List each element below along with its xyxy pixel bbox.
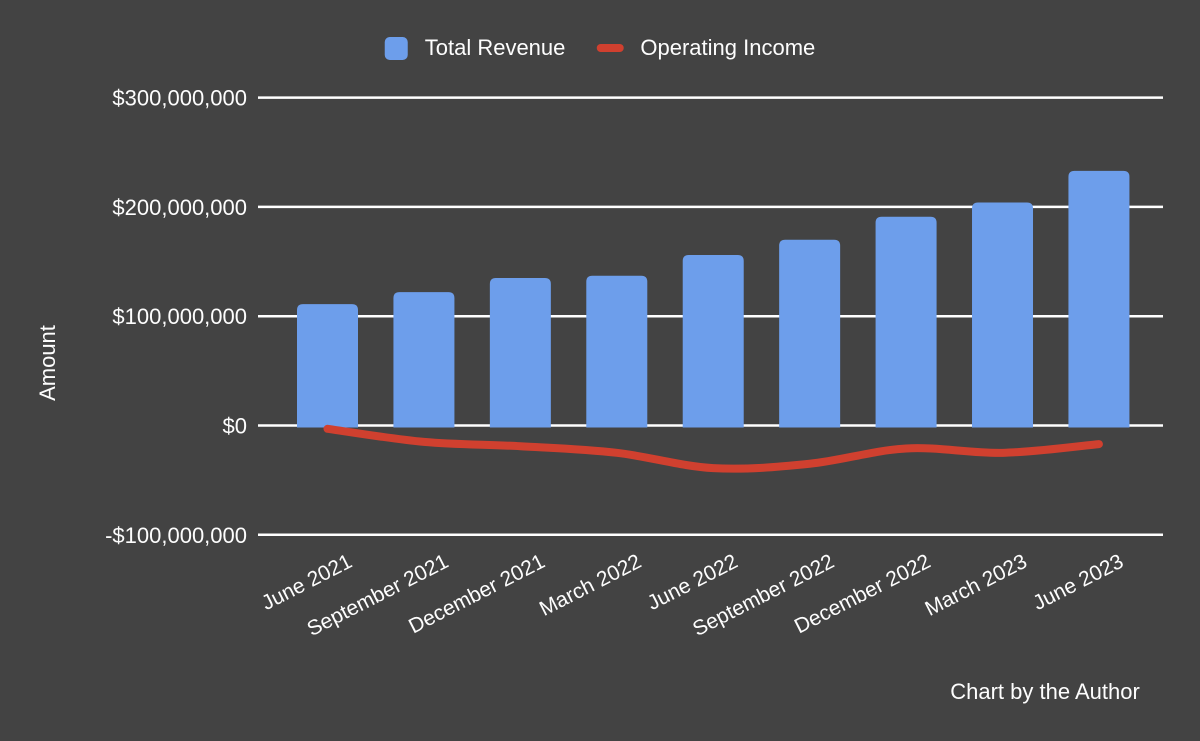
revenue-bar [779, 239, 841, 428]
y-tick-label: -$100,000,000 [105, 523, 247, 548]
revenue-bar [489, 277, 551, 428]
legend-label-operating-income: Operating Income [640, 35, 816, 60]
operating-income-line [323, 424, 1103, 473]
x-tick-label: March 2023 [922, 550, 1031, 621]
y-tick-label: $200,000,000 [112, 195, 247, 220]
x-tick-label: March 2022 [536, 550, 645, 621]
revenue-bar [682, 254, 744, 428]
x-tick-label: June 2023 [1029, 550, 1127, 615]
revenue-bar [586, 275, 648, 428]
y-tick-label: $100,000,000 [112, 304, 247, 329]
attribution-text: Chart by the Author [950, 679, 1140, 704]
y-tick-label: $0 [223, 414, 247, 439]
revenue-bar [1068, 170, 1130, 428]
revenue-bar [972, 202, 1034, 428]
line-series-swatch-icon [596, 44, 624, 52]
legend-item-operating-income: Operating Income [596, 35, 815, 61]
y-tick-label: $300,000,000 [112, 86, 247, 111]
legend-item-total-revenue: Total Revenue [384, 35, 566, 61]
revenue-bar [393, 292, 455, 428]
legend-label-total-revenue: Total Revenue [424, 35, 566, 60]
revenue-bar [875, 216, 937, 428]
bar-series-swatch-icon [384, 36, 408, 60]
chart-legend: Total Revenue Operating Income [384, 35, 815, 61]
revenue-bar [297, 304, 358, 428]
